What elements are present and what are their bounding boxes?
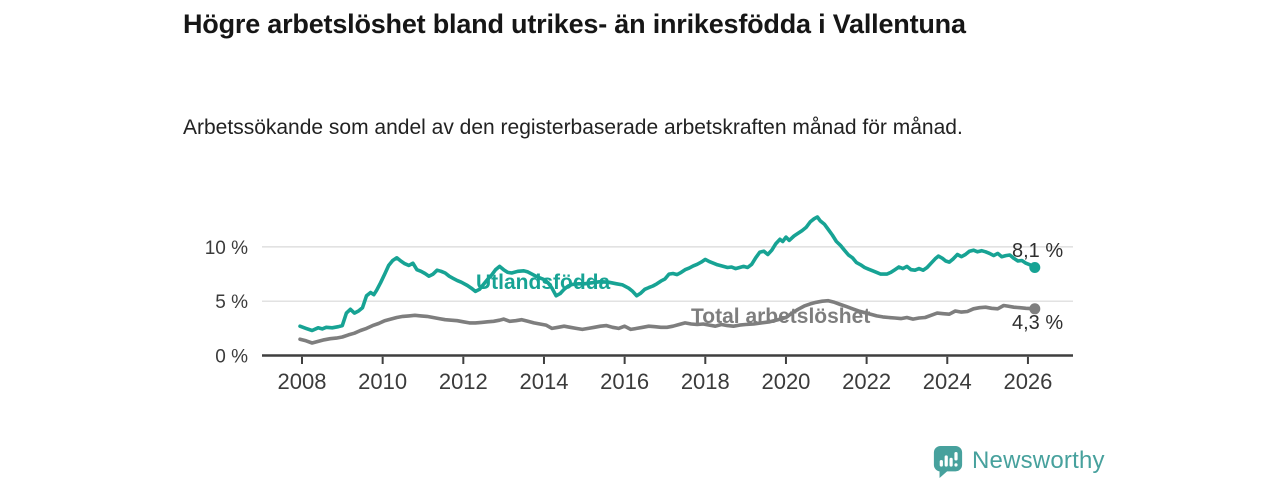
bar-chart-speech-bubble-icon <box>933 445 963 478</box>
newsworthy-logo: Newsworthy <box>932 444 1105 478</box>
x-tick-label: 2026 <box>1003 369 1052 394</box>
y-tick-label: 10 % <box>205 238 248 259</box>
end-value-label-total-arbetsloshet: 4,3 % <box>1012 312 1064 334</box>
x-tick-label: 2010 <box>358 369 407 394</box>
brand-wordmark: Newsworthy <box>972 447 1105 474</box>
x-tick-label: 2014 <box>520 369 569 394</box>
x-tick-label: 2024 <box>923 369 972 394</box>
series-end-dot-1 <box>1029 303 1041 315</box>
x-tick-label: 2018 <box>681 369 730 394</box>
x-tick-label: 2008 <box>278 369 327 394</box>
end-value-label-utlandsfodda: 8,1 % <box>1012 240 1064 262</box>
y-tick-label: 0 % <box>215 347 248 368</box>
x-tick-label: 2012 <box>439 369 488 394</box>
series-label-total-arbetsloshet: Total arbetslöshet <box>691 305 871 328</box>
series-end-dot-0 <box>1029 262 1041 273</box>
y-tick-label: 5 % <box>215 292 248 313</box>
x-tick-label: 2020 <box>761 369 810 394</box>
x-tick-label: 2022 <box>842 369 891 394</box>
series-label-utlandsfodda: Utlandsfödda <box>476 271 611 294</box>
chart-subtitle: Arbetssökande som andel av den registerb… <box>183 116 963 139</box>
x-tick-label: 2016 <box>600 369 649 394</box>
series-line-1 <box>298 298 1037 345</box>
series-line-0 <box>298 215 1037 333</box>
chart-title: Högre arbetslöshet bland utrikes- än inr… <box>183 9 966 39</box>
